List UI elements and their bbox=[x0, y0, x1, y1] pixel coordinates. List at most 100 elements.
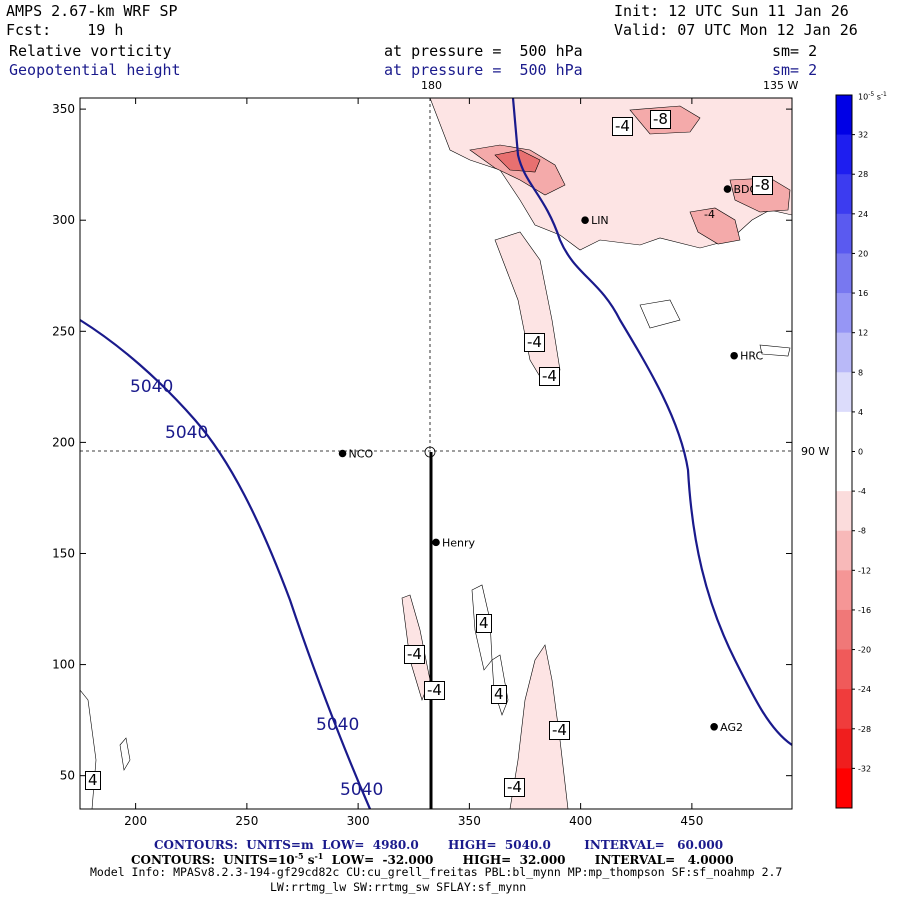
vort-label-9: -4 bbox=[549, 721, 570, 740]
y-tick-label-3: 200 bbox=[52, 435, 75, 449]
colorbar-swatch-13 bbox=[836, 609, 852, 651]
colorbar-swatch-15 bbox=[836, 689, 852, 730]
y-axis: 50 100 150 200 250 300 350 bbox=[52, 102, 792, 783]
cb-units-a: 10 bbox=[858, 92, 869, 102]
x-tick-label-3: 350 bbox=[458, 814, 481, 828]
y-tick-label-5: 300 bbox=[52, 213, 75, 227]
colorbar-units: 10-5 s-1 bbox=[858, 92, 887, 102]
pressure-level-1: at pressure = 500 hPa bbox=[384, 42, 583, 60]
vort-label-8: -4 bbox=[424, 681, 445, 700]
colorbar-tick-label-10: -8 bbox=[858, 527, 866, 536]
station-label-hrc: HRC bbox=[740, 350, 763, 363]
vort-label-2: -8 bbox=[650, 110, 671, 129]
smoothing-2: sm= 2 bbox=[772, 61, 818, 79]
x-tick-label-5: 450 bbox=[680, 814, 703, 828]
colorbar-swatch-16 bbox=[836, 728, 852, 769]
forecast-hour: Fcst: 19 h bbox=[6, 21, 124, 39]
height-label-3: 5040 bbox=[316, 715, 360, 735]
height-label-4: 5040 bbox=[340, 780, 384, 800]
y-tick-label-2: 150 bbox=[52, 546, 75, 560]
colorbar-tick-label-3: 20 bbox=[858, 249, 868, 258]
colorbar-tick-label-4: 16 bbox=[858, 289, 868, 298]
plot-frame bbox=[79, 97, 793, 810]
colorbar-swatch-8 bbox=[836, 411, 852, 452]
model-title: AMPS 2.67-km WRF SP bbox=[6, 2, 178, 20]
height-contours bbox=[80, 98, 792, 809]
x-tick-label-4: 400 bbox=[569, 814, 592, 828]
height-label-1: 5040 bbox=[130, 377, 174, 397]
footer-height-contours: CONTOURS: UNITS=m LOW= 4980.0 HIGH= 5040… bbox=[154, 838, 724, 852]
station-label-ag2: AG2 bbox=[720, 721, 743, 734]
y-tick-label-4: 250 bbox=[52, 324, 75, 338]
colorbar-swatch-14 bbox=[836, 649, 852, 690]
vort-label-10: 4 bbox=[491, 685, 507, 704]
colorbar-swatch-12 bbox=[836, 570, 852, 611]
vort-label-1: -4 bbox=[612, 117, 633, 136]
colorbar-tick-label-16: -32 bbox=[858, 764, 871, 773]
valid-time: Valid: 07 UTC Mon 12 Jan 26 bbox=[614, 21, 858, 39]
cb-units-exp2: -1 bbox=[880, 91, 887, 98]
colorbar-swatch-1 bbox=[836, 134, 852, 175]
colorbar-swatch-2 bbox=[836, 174, 852, 215]
colorbar-tick-label-7: 4 bbox=[858, 408, 863, 417]
vort-label-12: 4 bbox=[85, 771, 101, 790]
station-marker-ag2 bbox=[710, 722, 718, 731]
colorbar-tick-label-13: -20 bbox=[858, 646, 871, 655]
colorbar-swatch-10 bbox=[836, 491, 852, 532]
right-lat-90w: 90 W bbox=[801, 445, 830, 458]
colorbar-swatch-9 bbox=[836, 451, 852, 492]
height-contour-east bbox=[511, 98, 792, 746]
colorbar-tick-label-15: -28 bbox=[858, 725, 871, 734]
colorbar-swatch-7 bbox=[836, 372, 852, 413]
field-vorticity: Relative vorticity bbox=[9, 42, 172, 60]
vort-label-11: -4 bbox=[504, 778, 525, 797]
colorbar-tick-label-12: -16 bbox=[858, 606, 871, 615]
top-lon-180: 180 bbox=[421, 79, 442, 92]
footer-vort-exp: -5 bbox=[294, 851, 304, 861]
smoothing-1: sm= 2 bbox=[772, 42, 818, 60]
pressure-level-2: at pressure = 500 hPa bbox=[384, 61, 583, 79]
station-marker-nco bbox=[338, 449, 347, 458]
footer-model-info-2: LW:rrtmg_lw SW:rrtmg_sw SFLAY:sf_mynn bbox=[270, 880, 527, 894]
positive-region-6 bbox=[759, 344, 791, 357]
station-label-bdg: BDG bbox=[733, 183, 758, 196]
vorticity-region-core bbox=[494, 149, 541, 173]
height-contour-west bbox=[80, 319, 372, 809]
colorbar-tick-label-9: -4 bbox=[858, 487, 866, 496]
vorticity-region-east bbox=[689, 207, 741, 245]
top-lon-135w: 135 W bbox=[763, 79, 799, 92]
colorbar-tick-label-5: 12 bbox=[858, 329, 868, 338]
station-marker-lin bbox=[581, 216, 589, 225]
colorbar-tick-label-2: 24 bbox=[858, 210, 868, 219]
colorbar-tick-label-14: -24 bbox=[858, 685, 871, 694]
cb-units-b: s bbox=[874, 92, 881, 102]
colorbar-tick-label-8: 0 bbox=[858, 448, 863, 457]
colorbar-swatch-17 bbox=[836, 768, 852, 809]
footer-model-info: Model Info: MPASv8.2.3-194-gf29cd82c CU:… bbox=[90, 865, 783, 879]
height-label-2: 5040 bbox=[165, 423, 209, 443]
colorbar-swatch-3 bbox=[836, 213, 852, 254]
vort-label-3: -8 bbox=[752, 176, 773, 195]
colorbar-swatch-6 bbox=[836, 332, 852, 373]
positive-region-5 bbox=[639, 299, 681, 329]
colorbar: 32 28 24 20 16 12 8 4 0 -4 -8 -12 -16 -20 -24 -28 -32 bbox=[835, 94, 871, 809]
x-tick-label-0: 200 bbox=[124, 814, 147, 828]
colorbar-swatch-11 bbox=[836, 530, 852, 571]
cb-units-exp: -5 bbox=[868, 91, 875, 98]
y-tick-label-1: 100 bbox=[52, 658, 75, 672]
station-marker-henry bbox=[432, 538, 440, 547]
station-marker-bdg bbox=[723, 185, 732, 193]
x-axis: 200 250 300 350 400 450 bbox=[124, 98, 703, 828]
field-height: Geopotential height bbox=[9, 61, 181, 79]
footer-vort-exp2: -1 bbox=[314, 851, 324, 861]
station-label-lin: LIN bbox=[591, 214, 609, 227]
colorbar-swatch-5 bbox=[836, 293, 852, 334]
footer-vort-b: s bbox=[303, 853, 315, 867]
init-time: Init: 12 UTC Sun 11 Jan 26 bbox=[614, 2, 849, 20]
vort-label-7: 4 bbox=[476, 614, 492, 633]
colorbar-tick-label-6: 8 bbox=[858, 368, 863, 377]
positive-region-3 bbox=[119, 737, 131, 771]
vort-label-6: -4 bbox=[404, 645, 425, 664]
y-tick-label-0: 50 bbox=[60, 769, 75, 783]
